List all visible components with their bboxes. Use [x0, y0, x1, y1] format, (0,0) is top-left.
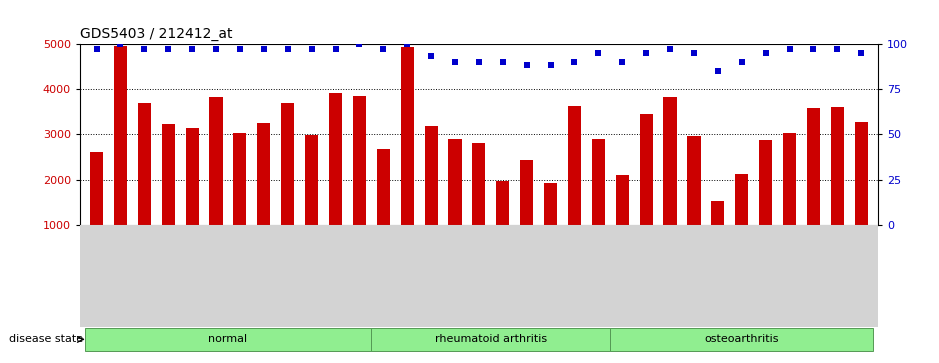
Bar	[544, 183, 557, 225]
Point	[161, 46, 176, 52]
Bar	[138, 103, 151, 225]
Bar	[281, 103, 294, 225]
Bar	[807, 107, 820, 225]
Point	[806, 46, 821, 52]
Point	[280, 46, 295, 52]
Point	[591, 50, 606, 56]
Point	[304, 46, 319, 52]
Bar	[305, 135, 318, 225]
Point	[423, 53, 439, 59]
Bar	[114, 46, 127, 225]
Bar	[520, 160, 533, 225]
Bar	[687, 136, 700, 225]
Bar	[711, 201, 724, 225]
Text: normal: normal	[208, 334, 248, 344]
Bar	[329, 93, 342, 225]
Bar	[854, 122, 868, 225]
Point	[543, 62, 558, 68]
Bar	[664, 97, 677, 225]
Point	[782, 46, 797, 52]
Point	[519, 62, 534, 68]
Bar	[783, 133, 796, 225]
Bar	[449, 139, 462, 225]
Bar	[639, 114, 653, 225]
Bar	[209, 97, 223, 225]
FancyBboxPatch shape	[610, 328, 873, 351]
Point	[710, 68, 725, 74]
Bar	[496, 181, 509, 225]
Point	[185, 46, 200, 52]
Point	[758, 50, 773, 56]
Bar	[472, 143, 485, 225]
Point	[471, 59, 486, 65]
Point	[854, 50, 869, 56]
Point	[208, 46, 223, 52]
Bar	[735, 174, 748, 225]
Text: disease state: disease state	[9, 334, 84, 344]
Bar	[234, 133, 247, 225]
FancyBboxPatch shape	[371, 328, 610, 351]
Bar	[616, 175, 629, 225]
Bar	[401, 47, 414, 225]
Point	[352, 41, 367, 46]
Point	[376, 46, 391, 52]
Bar	[90, 152, 103, 225]
Point	[400, 41, 415, 46]
Point	[328, 46, 343, 52]
Bar	[162, 124, 175, 225]
Point	[686, 50, 701, 56]
Text: rheumatoid arthritis: rheumatoid arthritis	[435, 334, 546, 344]
Point	[448, 59, 463, 65]
Point	[495, 59, 510, 65]
Bar	[377, 149, 390, 225]
Point	[830, 46, 845, 52]
Point	[137, 46, 152, 52]
Point	[113, 41, 128, 46]
Point	[663, 46, 678, 52]
Text: GDS5403 / 212412_at: GDS5403 / 212412_at	[80, 27, 232, 41]
Point	[233, 46, 248, 52]
Bar	[186, 127, 199, 225]
Bar	[353, 96, 366, 225]
Bar	[257, 123, 270, 225]
Point	[89, 46, 104, 52]
Bar	[568, 106, 581, 225]
Bar	[759, 140, 772, 225]
Point	[615, 59, 630, 65]
Point	[256, 46, 271, 52]
Bar	[831, 107, 844, 225]
Point	[639, 50, 654, 56]
Point	[567, 59, 582, 65]
Bar	[592, 139, 605, 225]
Text: osteoarthritis: osteoarthritis	[704, 334, 779, 344]
Bar	[424, 126, 438, 225]
Point	[734, 59, 749, 65]
FancyBboxPatch shape	[85, 328, 371, 351]
